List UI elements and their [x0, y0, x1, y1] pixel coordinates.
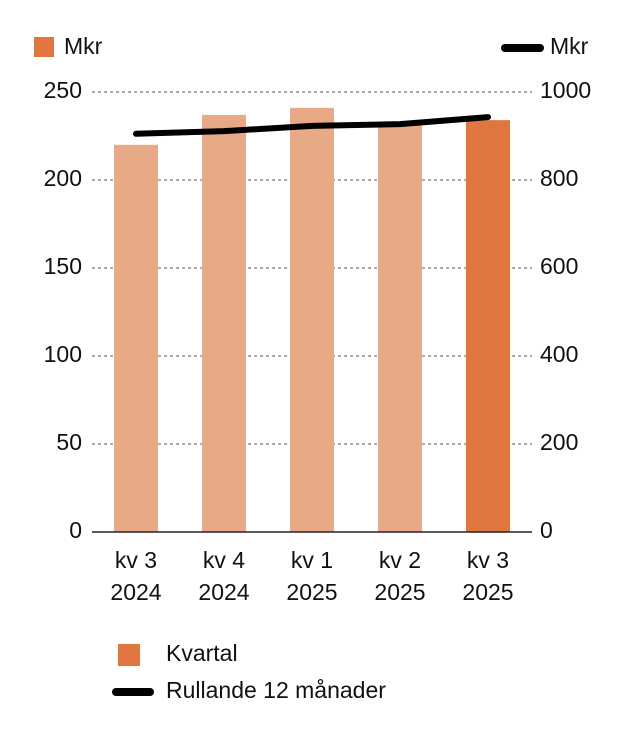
x-tick-label: kv 1: [291, 547, 333, 573]
bar: [202, 114, 246, 532]
x-tick-label: kv 4: [203, 547, 245, 573]
line: [133, 114, 491, 137]
y-tick-label: 200: [44, 165, 82, 191]
y-tick-label: 50: [56, 429, 82, 455]
y-tick-label: 150: [44, 253, 82, 279]
x-tick-label: kv 3: [115, 547, 157, 573]
legend-label: Kvartal: [166, 640, 238, 666]
x-tick-label: kv 3: [467, 547, 509, 573]
y-tick-label: 250: [44, 77, 82, 103]
y2-tick-label: 200: [540, 429, 578, 455]
x-tick-label: 2025: [374, 579, 425, 605]
bar: [378, 123, 422, 533]
y2-tick-label: 600: [540, 253, 578, 279]
legend-label: Rullande 12 månader: [166, 677, 386, 703]
x-tick-label: 2025: [286, 579, 337, 605]
x-tick-label: kv 2: [379, 547, 421, 573]
bar: [466, 120, 510, 532]
y-unit: Mkr: [64, 33, 103, 59]
bar: [114, 144, 158, 533]
x-tick-label: 2024: [110, 579, 161, 605]
y2-tick-label: 400: [540, 341, 578, 367]
y2-tick-label: 800: [540, 165, 578, 191]
y2-tick-label: 0: [540, 517, 553, 543]
bar: [290, 107, 334, 532]
x-tick-label: 2025: [462, 579, 513, 605]
y-tick-label: 0: [69, 517, 82, 543]
y2-unit: Mkr: [550, 33, 589, 59]
legend-swatch: [118, 644, 140, 666]
y-unit-swatch: [34, 37, 54, 57]
y-tick-label: 100: [44, 341, 82, 367]
y2-tick-label: 1000: [540, 77, 591, 103]
x-tick-label: 2024: [198, 579, 249, 605]
